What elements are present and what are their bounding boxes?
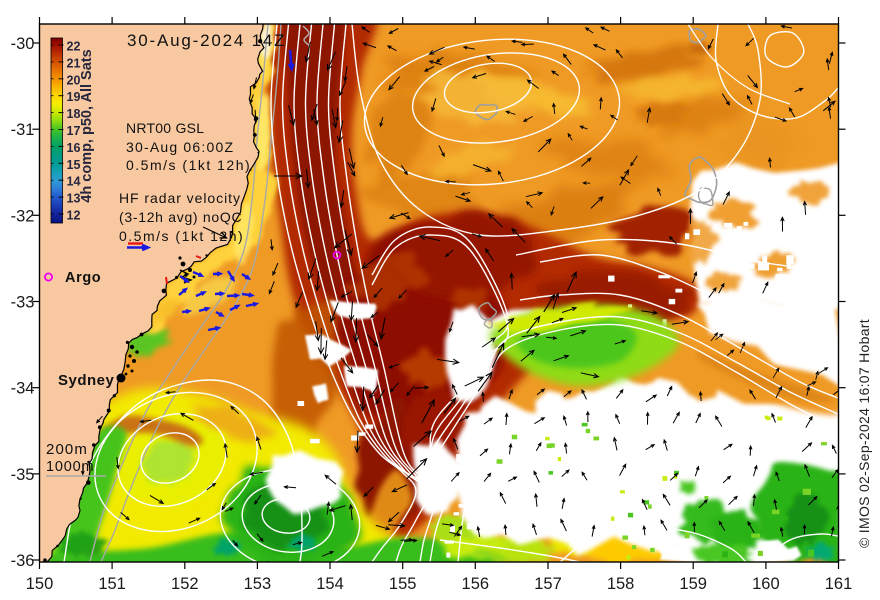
svg-text:161: 161 <box>825 575 853 593</box>
svg-text:20: 20 <box>67 73 81 87</box>
svg-text:-32: -32 <box>11 207 35 225</box>
svg-text:(3-12h avg) noQC: (3-12h avg) noQC <box>119 209 242 225</box>
svg-text:155: 155 <box>389 575 417 593</box>
svg-text:151: 151 <box>98 575 126 593</box>
svg-text:17: 17 <box>67 124 81 138</box>
svg-text:30-Aug 06:00Z: 30-Aug 06:00Z <box>126 139 234 155</box>
svg-text:158: 158 <box>607 575 635 593</box>
svg-text:-34: -34 <box>11 380 35 398</box>
svg-text:-36: -36 <box>11 552 35 570</box>
svg-text:18: 18 <box>67 107 81 121</box>
svg-text:© IMOS 02-Sep-2024 16:07 Hobar: © IMOS 02-Sep-2024 16:07 Hobart <box>856 319 872 548</box>
svg-text:Argo: Argo <box>65 270 101 286</box>
svg-text:HF radar velocity: HF radar velocity <box>119 190 241 206</box>
svg-text:22: 22 <box>67 40 81 54</box>
svg-text:-33: -33 <box>11 294 35 312</box>
svg-text:157: 157 <box>534 575 562 593</box>
svg-text:150: 150 <box>26 575 54 593</box>
svg-text:19: 19 <box>67 90 81 104</box>
svg-text:15: 15 <box>67 158 81 172</box>
svg-text:153: 153 <box>244 575 272 593</box>
svg-text:160: 160 <box>752 575 780 593</box>
svg-text:0.5m/s (1kt 12h): 0.5m/s (1kt 12h) <box>126 157 251 173</box>
svg-text:156: 156 <box>462 575 490 593</box>
svg-text:159: 159 <box>679 575 707 593</box>
svg-text:-30: -30 <box>11 35 35 53</box>
svg-text:0.5m/s (1kt 12h): 0.5m/s (1kt 12h) <box>119 228 244 244</box>
svg-text:1000m: 1000m <box>46 459 94 475</box>
svg-text:200m: 200m <box>46 441 88 458</box>
svg-text:14: 14 <box>67 175 81 189</box>
svg-text:16: 16 <box>67 141 81 155</box>
svg-text:12: 12 <box>67 209 81 223</box>
svg-text:152: 152 <box>171 575 199 593</box>
svg-text:30-Aug-2024 14Z: 30-Aug-2024 14Z <box>127 31 286 50</box>
svg-text:13: 13 <box>67 192 81 206</box>
svg-text:-35: -35 <box>11 466 35 484</box>
svg-text:-31: -31 <box>11 121 35 139</box>
svg-text:Sydney: Sydney <box>58 372 115 389</box>
svg-text:21: 21 <box>67 56 81 70</box>
svg-text:154: 154 <box>316 575 344 593</box>
svg-text:4h comp, p50, All Sats: 4h comp, p50, All Sats <box>79 49 95 202</box>
svg-text:NRT00 GSL: NRT00 GSL <box>126 120 204 136</box>
